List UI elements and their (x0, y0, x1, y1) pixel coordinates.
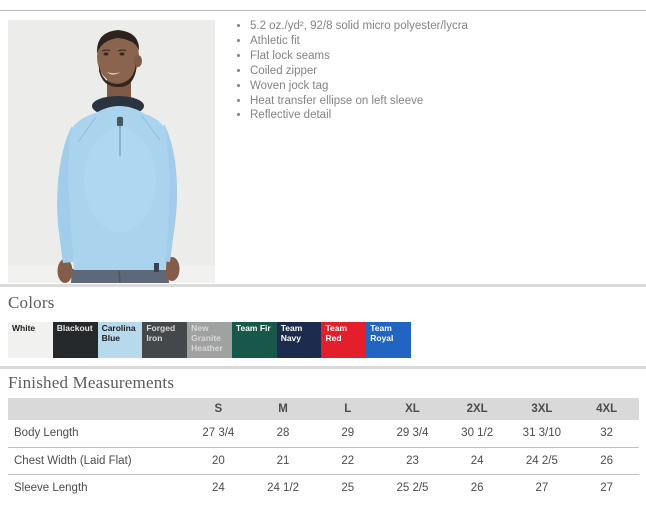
feature-item: Coiled zipper (250, 64, 646, 79)
size-column-header: L (344, 403, 352, 415)
measurement-label: Body Length (14, 427, 79, 440)
measurement-value: 25 (341, 481, 355, 494)
color-swatch-carolina-blue[interactable]: Carolina Blue (97, 322, 143, 358)
feature-item: Flat lock seams (250, 49, 646, 64)
measurement-row-body-length: Body Length 27 3/4 28 29 29 3/4 30 1/2 3… (8, 420, 639, 447)
product-photo (8, 20, 215, 283)
section-divider (0, 284, 646, 287)
color-swatch-new-granite-heather[interactable]: New Granite Heather (187, 322, 232, 358)
measurement-value: 31 3/10 (522, 427, 562, 440)
finished-measurements-heading: Finished Measurements (8, 373, 175, 392)
measurement-value: 24 1/2 (267, 481, 300, 494)
color-swatch-bar: White Blackout Carolina Blue Forged Iron… (8, 322, 412, 358)
color-swatch-team-red[interactable]: Team Red (321, 322, 367, 358)
size-header-row: S M L XL 2XL 3XL 4XL (8, 398, 639, 420)
feature-list: 5.2 oz./yd², 92/8 solid micro polyester/… (236, 19, 646, 123)
measurement-value: 24 (470, 454, 484, 467)
size-column-header: 3XL (531, 403, 553, 415)
color-swatch-team-fir[interactable]: Team Fir (231, 322, 277, 358)
color-swatch-team-navy[interactable]: Team Navy (276, 322, 322, 358)
measurement-value: 29 (341, 427, 355, 440)
measurement-row-sleeve-length: Sleeve Length 24 24 1/2 25 25 2/5 26 27 … (8, 474, 639, 501)
measurement-row-chest-width: Chest Width (Laid Flat) 20 21 22 23 24 2… (8, 447, 639, 474)
feature-item: Heat transfer ellipse on left sleeve (250, 94, 646, 109)
measurement-value: 26 (470, 481, 484, 494)
colors-heading: Colors (8, 293, 55, 312)
measurement-value: 29 3/4 (396, 427, 429, 440)
color-swatch-team-royal[interactable]: Team Royal (366, 322, 412, 358)
feature-item: Woven jock tag (250, 79, 646, 94)
size-column-header: S (214, 403, 223, 415)
measurement-value: 27 (600, 481, 613, 494)
measurement-value: 28 (276, 427, 290, 440)
size-column-header: 2XL (466, 403, 488, 415)
top-divider (0, 10, 646, 11)
measurement-value: 22 (341, 454, 355, 467)
measurements-table: S M L XL 2XL 3XL 4XL Body Length 27 3/4 … (8, 398, 639, 501)
measurement-value: 27 (535, 481, 549, 494)
color-swatch-forged-iron[interactable]: Forged Iron (142, 322, 188, 358)
measurement-value: 32 (600, 427, 613, 440)
measurement-value: 20 (211, 454, 225, 467)
measurement-value: 27 3/4 (202, 427, 235, 440)
measurement-value: 26 (600, 454, 613, 467)
measurement-value: 23 (406, 454, 419, 467)
section-divider (0, 366, 646, 369)
color-swatch-blackout[interactable]: Blackout (52, 322, 98, 358)
color-swatch-white[interactable]: White (8, 322, 53, 358)
size-column-header: 4XL (596, 403, 618, 415)
feature-item: Reflective detail (250, 108, 646, 123)
measurement-value: 25 2/5 (396, 481, 429, 494)
measurement-value: 21 (276, 454, 290, 467)
model-illustration (8, 20, 215, 283)
measurement-value: 24 (211, 481, 225, 494)
measurement-value: 30 1/2 (461, 427, 494, 440)
measurement-label: Sleeve Length (14, 481, 88, 494)
size-column-header: M (278, 403, 288, 415)
feature-item: Athletic fit (250, 34, 646, 49)
measurement-label: Chest Width (Laid Flat) (14, 454, 132, 467)
measurement-value: 24 2/5 (525, 454, 558, 467)
feature-item: 5.2 oz./yd², 92/8 solid micro polyester/… (250, 19, 646, 34)
measurement-label-header (8, 398, 186, 420)
size-column-header: XL (405, 403, 420, 415)
